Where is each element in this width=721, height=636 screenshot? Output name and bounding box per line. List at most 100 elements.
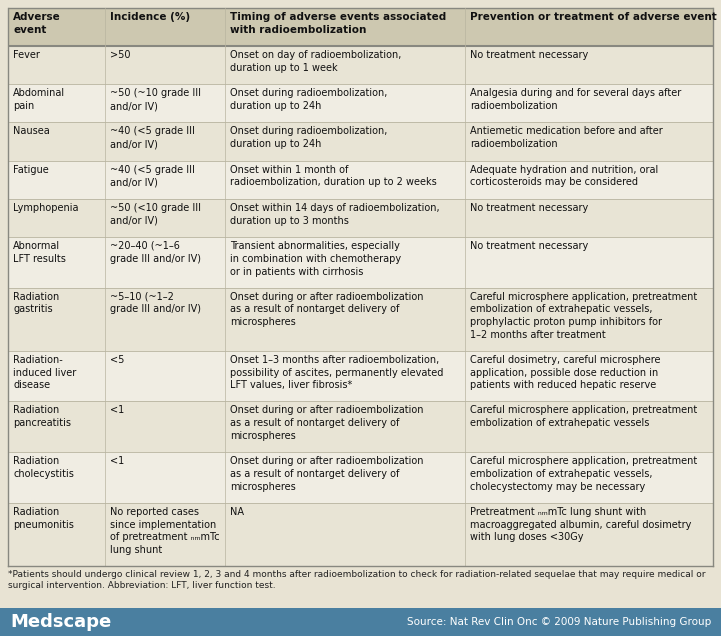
Bar xyxy=(8,351,105,401)
Text: Nausea: Nausea xyxy=(13,127,50,137)
Bar xyxy=(465,287,713,351)
Bar xyxy=(105,199,225,237)
Text: Radiation
cholecystitis: Radiation cholecystitis xyxy=(13,456,74,479)
Text: Prevention or treatment of adverse event: Prevention or treatment of adverse event xyxy=(470,12,717,22)
Bar xyxy=(8,85,105,123)
Bar xyxy=(105,351,225,401)
Text: Abnormal
LFT results: Abnormal LFT results xyxy=(13,241,66,264)
Text: Radiation
pancreatitis: Radiation pancreatitis xyxy=(13,406,71,428)
Bar xyxy=(465,85,713,123)
Text: Onset during or after radioembolization
as a result of nontarget delivery of
mic: Onset during or after radioembolization … xyxy=(230,456,424,492)
Bar xyxy=(0,608,721,636)
Bar xyxy=(8,123,105,161)
Text: No reported cases
since implementation
of pretreatment ₙₘmTc
lung shunt: No reported cases since implementation o… xyxy=(110,507,220,555)
Text: No treatment necessary: No treatment necessary xyxy=(470,50,588,60)
Text: Radiation
pneumonitis: Radiation pneumonitis xyxy=(13,507,74,530)
Bar xyxy=(105,161,225,199)
Text: Onset within 14 days of radioembolization,
duration up to 3 months: Onset within 14 days of radioembolizatio… xyxy=(230,203,440,226)
Text: <1: <1 xyxy=(110,456,125,466)
Text: Careful microsphere application, pretreatment
embolization of extrahepatic vesse: Careful microsphere application, pretrea… xyxy=(470,456,697,492)
Text: Timing of adverse events associated
with radioembolization: Timing of adverse events associated with… xyxy=(230,12,446,35)
Bar xyxy=(465,161,713,199)
Bar xyxy=(8,199,105,237)
Bar xyxy=(225,8,465,46)
Bar xyxy=(8,161,105,199)
Text: Fatigue: Fatigue xyxy=(13,165,49,175)
Text: ~50 (~10 grade III
and/or IV): ~50 (~10 grade III and/or IV) xyxy=(110,88,201,111)
Text: Radiation
gastritis: Radiation gastritis xyxy=(13,292,59,314)
Bar xyxy=(465,401,713,452)
Text: Medscape: Medscape xyxy=(10,613,111,631)
Text: Onset during radioembolization,
duration up to 24h: Onset during radioembolization, duration… xyxy=(230,88,387,111)
Text: surgical intervention. Abbreviation: LFT, liver function test.: surgical intervention. Abbreviation: LFT… xyxy=(8,581,275,590)
Bar xyxy=(8,401,105,452)
Text: Careful dosimetry, careful microsphere
application, possible dose reduction in
p: Careful dosimetry, careful microsphere a… xyxy=(470,355,660,391)
Bar xyxy=(225,287,465,351)
Bar xyxy=(105,237,225,287)
Text: >50: >50 xyxy=(110,50,131,60)
Bar xyxy=(8,237,105,287)
Bar xyxy=(105,503,225,566)
Bar xyxy=(8,287,105,351)
Text: Radiation-
induced liver
disease: Radiation- induced liver disease xyxy=(13,355,76,391)
Text: NA: NA xyxy=(230,507,244,517)
Text: ~40 (<5 grade III
and/or IV): ~40 (<5 grade III and/or IV) xyxy=(110,165,195,188)
Bar xyxy=(225,199,465,237)
Bar xyxy=(225,401,465,452)
Bar xyxy=(465,8,713,46)
Bar xyxy=(105,85,225,123)
Text: Abdominal
pain: Abdominal pain xyxy=(13,88,65,111)
Bar xyxy=(465,503,713,566)
Bar xyxy=(8,8,105,46)
Bar xyxy=(225,351,465,401)
Text: Careful microsphere application, pretreatment
embolization of extrahepatic vesse: Careful microsphere application, pretrea… xyxy=(470,406,697,428)
Text: Onset within 1 month of
radioembolization, duration up to 2 weeks: Onset within 1 month of radioembolizatio… xyxy=(230,165,437,188)
Text: <5: <5 xyxy=(110,355,125,365)
Bar xyxy=(105,123,225,161)
Text: No treatment necessary: No treatment necessary xyxy=(470,203,588,213)
Text: Lymphopenia: Lymphopenia xyxy=(13,203,79,213)
Bar xyxy=(105,287,225,351)
Bar xyxy=(225,503,465,566)
Bar xyxy=(105,401,225,452)
Bar xyxy=(8,452,105,503)
Text: ~50 (<10 grade III
and/or IV): ~50 (<10 grade III and/or IV) xyxy=(110,203,201,226)
Text: Fever: Fever xyxy=(13,50,40,60)
Text: <1: <1 xyxy=(110,406,125,415)
Bar xyxy=(225,237,465,287)
Bar xyxy=(465,351,713,401)
Text: Adequate hydration and nutrition, oral
corticosteroids may be considered: Adequate hydration and nutrition, oral c… xyxy=(470,165,658,188)
Text: Onset on day of radioembolization,
duration up to 1 week: Onset on day of radioembolization, durat… xyxy=(230,50,402,73)
Bar xyxy=(225,46,465,85)
Bar xyxy=(465,123,713,161)
Bar xyxy=(225,452,465,503)
Text: No treatment necessary: No treatment necessary xyxy=(470,241,588,251)
Text: Antiemetic medication before and after
radioembolization: Antiemetic medication before and after r… xyxy=(470,127,663,149)
Text: Onset 1–3 months after radioembolization,
possibility of ascites, permanently el: Onset 1–3 months after radioembolization… xyxy=(230,355,443,391)
Bar xyxy=(225,123,465,161)
Bar xyxy=(8,8,713,566)
Bar xyxy=(105,46,225,85)
Bar xyxy=(465,199,713,237)
Text: Careful microsphere application, pretreatment
embolization of extrahepatic vesse: Careful microsphere application, pretrea… xyxy=(470,292,697,340)
Text: Onset during radioembolization,
duration up to 24h: Onset during radioembolization, duration… xyxy=(230,127,387,149)
Text: Transient abnormalities, especially
in combination with chemotherapy
or in patie: Transient abnormalities, especially in c… xyxy=(230,241,402,277)
Text: ~20–40 (~1–6
grade III and/or IV): ~20–40 (~1–6 grade III and/or IV) xyxy=(110,241,201,264)
Text: *Patients should undergo clinical review 1, 2, 3 and 4 months after radioemboliz: *Patients should undergo clinical review… xyxy=(8,570,706,579)
Text: Incidence (%): Incidence (%) xyxy=(110,12,190,22)
Text: Adverse
event: Adverse event xyxy=(13,12,61,35)
Bar xyxy=(465,46,713,85)
Text: Pretreatment ₙₘmTc lung shunt with
macroaggregated albumin, careful dosimetry
wi: Pretreatment ₙₘmTc lung shunt with macro… xyxy=(470,507,691,543)
Bar xyxy=(225,85,465,123)
Text: Source: Nat Rev Clin Onc © 2009 Nature Publishing Group: Source: Nat Rev Clin Onc © 2009 Nature P… xyxy=(407,617,711,627)
Text: Analgesia during and for several days after
radioembolization: Analgesia during and for several days af… xyxy=(470,88,681,111)
Bar xyxy=(105,452,225,503)
Text: ~5–10 (~1–2
grade III and/or IV): ~5–10 (~1–2 grade III and/or IV) xyxy=(110,292,201,314)
Text: Onset during or after radioembolization
as a result of nontarget delivery of
mic: Onset during or after radioembolization … xyxy=(230,292,424,328)
Bar xyxy=(8,503,105,566)
Text: Onset during or after radioembolization
as a result of nontarget delivery of
mic: Onset during or after radioembolization … xyxy=(230,406,424,441)
Text: ~40 (<5 grade III
and/or IV): ~40 (<5 grade III and/or IV) xyxy=(110,127,195,149)
Bar xyxy=(465,237,713,287)
Bar xyxy=(465,452,713,503)
Bar xyxy=(105,8,225,46)
